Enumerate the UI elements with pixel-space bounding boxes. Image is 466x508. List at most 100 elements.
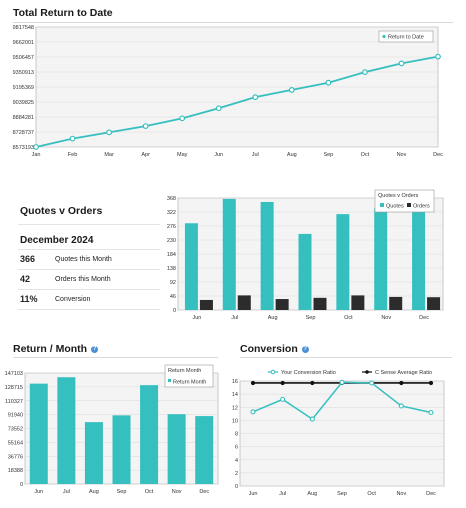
your-ratio-legend-label: Your Conversion Ratio xyxy=(281,370,336,376)
period-label: December 2024 xyxy=(20,235,94,246)
total-return-point xyxy=(325,79,332,86)
return-month-x-tick-label: Oct xyxy=(145,489,154,495)
your-ratio-point xyxy=(428,409,434,416)
total-return-y-tick-label: 9350913 xyxy=(13,70,34,76)
orders-bar xyxy=(237,295,251,310)
total-return-y-tick-label: 9662001 xyxy=(13,40,34,46)
return-month-legend-title: Return Month xyxy=(168,368,201,374)
average-ratio-point xyxy=(280,380,285,386)
quotes-bar xyxy=(336,214,350,310)
orders-legend-swatch xyxy=(407,203,411,207)
total-return-x-tick-label: May xyxy=(177,152,188,158)
period-divider xyxy=(18,249,160,250)
total-return-y-tick-label: 8884281 xyxy=(13,115,34,121)
return-month-legend-label: Return Month xyxy=(173,380,206,386)
info-icon[interactable]: ? xyxy=(301,345,309,353)
return-month-bar xyxy=(112,415,131,484)
total-return-y-tick-label: 9817548 xyxy=(13,25,34,31)
average-ratio-point xyxy=(310,380,315,386)
total-return-y-tick-label: 9039825 xyxy=(13,100,34,106)
total-return-x-tick-label: Nov xyxy=(397,152,407,158)
conversion-y-tick-label: 10 xyxy=(232,418,238,424)
total-return-point xyxy=(106,129,112,136)
total-return-x-tick-label: Jan xyxy=(32,152,41,158)
quotes-legend-swatch xyxy=(380,203,384,207)
return-month-rule xyxy=(13,357,218,358)
conversion-value: 11% xyxy=(20,294,38,304)
total-return-x-tick-label: Feb xyxy=(68,152,77,158)
stat-divider-3 xyxy=(18,309,160,310)
info-icon[interactable]: ? xyxy=(91,345,99,353)
total-return-point xyxy=(398,60,405,67)
total-return-point xyxy=(33,144,39,150)
conversion-x-tick-label: Oct xyxy=(367,491,376,497)
orders-bar xyxy=(313,297,327,310)
quotes-bar xyxy=(298,233,312,310)
orders-bar xyxy=(351,295,365,310)
quotes-orders-legend xyxy=(374,189,435,213)
conversion-y-tick-label: 4 xyxy=(235,458,238,464)
conversion-x-tick-label: Aug xyxy=(307,491,317,497)
total-return-x-tick-label: Sep xyxy=(323,152,333,158)
conversion-y-tick-label: 16 xyxy=(232,379,238,385)
quotes-orders-y-tick-label: 368 xyxy=(167,196,176,202)
return-month-bar xyxy=(195,416,214,484)
conversion-x-tick-label: Jun xyxy=(249,491,258,497)
conversion-x-tick-label: Dec xyxy=(426,491,436,497)
quotes-orders-y-tick-label: 138 xyxy=(167,266,176,272)
your-ratio-point xyxy=(369,380,375,386)
total-return-y-tick-label: 8573193 xyxy=(13,145,34,151)
total-return-point xyxy=(215,105,222,112)
total-return-line xyxy=(35,55,439,148)
return-month-bar xyxy=(84,422,103,484)
your-ratio-point xyxy=(309,416,315,422)
orders-bar xyxy=(389,296,403,310)
return-month-y-tick-label: 110327 xyxy=(5,399,23,405)
quotes-orders-y-tick-label: 230 xyxy=(167,238,176,244)
quotes-bar xyxy=(374,208,388,310)
quotes-orders-x-tick-label: Sep xyxy=(306,315,316,321)
quotes-orders-y-tick-label: 322 xyxy=(167,210,176,216)
quotes-orders-x-tick-label: Nov xyxy=(381,315,391,321)
average-ratio-point xyxy=(428,380,434,386)
return-month-y-tick-label: 36776 xyxy=(8,454,23,460)
total-return-legend xyxy=(378,30,434,43)
total-return-x-tick-label: Oct xyxy=(361,152,370,158)
your-ratio-point xyxy=(280,396,286,402)
return-month-y-tick-label: 0 xyxy=(20,482,23,488)
quotes-legend-label: Quotes xyxy=(386,204,404,210)
your-ratio-legend-marker xyxy=(270,369,276,375)
total-return-y-tick-label: 9195369 xyxy=(13,85,34,91)
conversion-title: Conversion? xyxy=(240,343,309,355)
total-return-x-tick-label: Aug xyxy=(287,152,297,158)
quotes-this-month-value: 366 xyxy=(20,254,36,264)
orders-bar xyxy=(199,299,213,310)
return-month-y-tick-label: 73552 xyxy=(8,427,23,433)
conversion-y-tick-label: 0 xyxy=(235,484,238,490)
total-return-rule xyxy=(13,22,453,23)
total-return-x-tick-label: Mar xyxy=(104,152,114,158)
quotes-orders-legend-title: Quotes v Orders xyxy=(378,193,419,199)
conversion-y-tick-label: 12 xyxy=(232,405,238,411)
average-ratio-legend-label: C Sense Average Ratio xyxy=(375,370,432,376)
quotes-orders-x-tick-label: Oct xyxy=(344,315,353,321)
your-ratio-point xyxy=(398,403,404,409)
total-return-point xyxy=(288,87,295,93)
return-month-bar xyxy=(57,377,76,484)
total-return-point xyxy=(435,53,441,60)
quotes-orders-x-tick-label: Jul xyxy=(231,315,238,321)
return-month-y-tick-label: 18388 xyxy=(8,468,23,474)
quotes-title-divider xyxy=(18,224,160,225)
your-ratio-point xyxy=(250,409,256,415)
total-return-legend-label: Return to Date xyxy=(388,35,424,41)
quotes-orders-title: Quotes v Orders xyxy=(20,205,103,217)
return-month-legend-swatch xyxy=(168,379,171,382)
return-month-y-tick-label: 91940 xyxy=(8,413,23,419)
conversion-y-tick-label: 8 xyxy=(235,432,238,438)
total-return-x-tick-label: Apr xyxy=(141,152,150,158)
quotes-orders-x-tick-label: Jun xyxy=(192,315,201,321)
quotes-orders-x-tick-label: Dec xyxy=(419,315,429,321)
total-return-x-tick-label: Dec xyxy=(433,152,443,158)
